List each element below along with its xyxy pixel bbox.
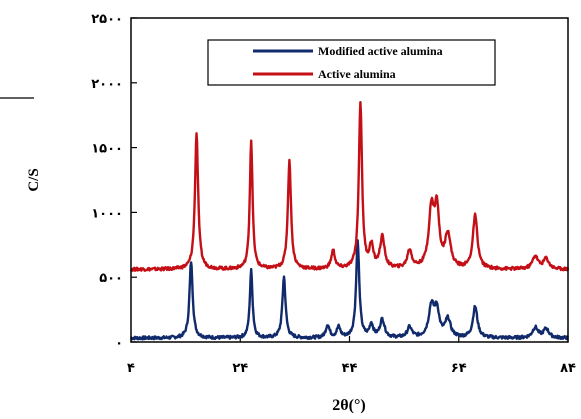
series-lines [129, 100, 570, 341]
y-tick-label: ۵۰۰ [99, 271, 123, 286]
x-axis-label: 2θ(°) [332, 397, 365, 414]
x-tick-label: ۶۴ [451, 361, 467, 376]
x-tick-label: ۸۴ [560, 361, 576, 376]
y-axis-label: C/S [26, 168, 42, 191]
y-tick-label: ۱۵۰۰ [91, 142, 123, 157]
y-tick-label: ۱۰۰۰ [91, 206, 123, 221]
x-tick-label: ۲۴ [232, 361, 248, 376]
y-tick-label: ۰ [115, 336, 123, 351]
y-tick-label: ۲۰۰۰ [91, 77, 123, 92]
series-line-active [129, 100, 570, 272]
y-tick-label: ۲۵۰۰ [91, 12, 123, 27]
series-line-modified [130, 239, 569, 341]
legend-label-active: Active alumina [318, 67, 396, 81]
legend-box [207, 39, 496, 86]
legend-label-modified: Modified active alumina [318, 44, 443, 58]
plot-frame [130, 17, 569, 343]
x-tick-label: ۴ [127, 361, 135, 376]
legend: Modified active alumina Active alumina [207, 39, 496, 86]
x-axis-ticks: ۴ ۲۴ ۴۴ ۶۴ ۸۴ [127, 336, 576, 376]
y-axis-ticks: ۰ ۵۰۰ ۱۰۰۰ ۱۵۰۰ ۲۰۰۰ ۲۵۰۰ [91, 12, 137, 351]
x-tick-label: ۴۴ [342, 361, 358, 376]
